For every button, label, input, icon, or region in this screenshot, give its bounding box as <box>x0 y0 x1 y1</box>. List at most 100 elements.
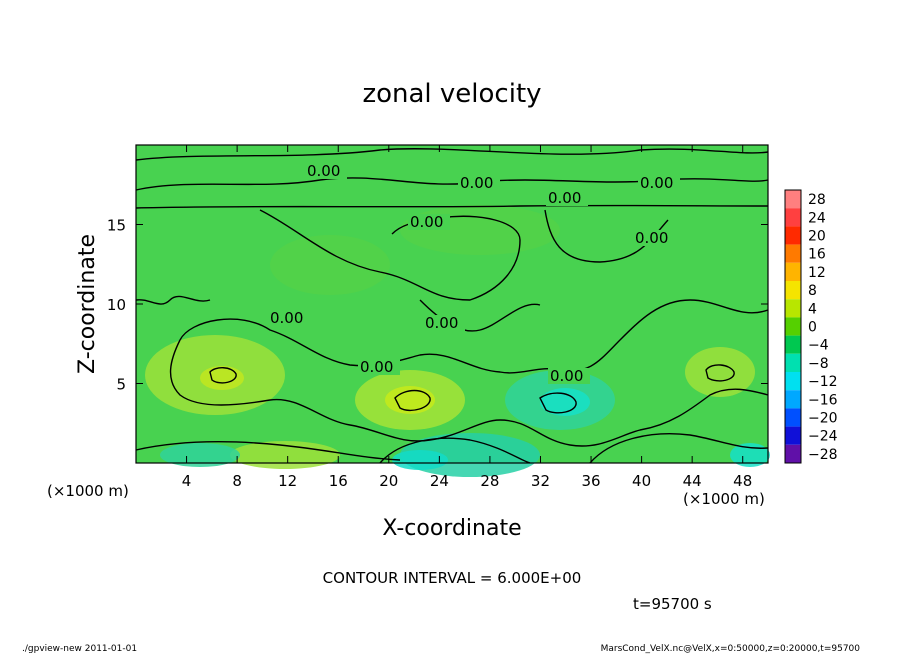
x-tick-label: 4 <box>182 472 192 490</box>
contour-line <box>135 148 769 161</box>
x-axis-label: X-coordinate <box>382 516 521 541</box>
colorbar-label: 16 <box>808 247 826 263</box>
colorbar-swatch <box>785 353 801 372</box>
colorbar: 28 24 20 16 12 8 4 0 −4 −8 −12 −16 −20 −24 −28 <box>784 189 838 464</box>
colorbar-swatch <box>785 226 801 245</box>
field-blob <box>540 388 590 416</box>
x-tick-label: 48 <box>733 472 752 490</box>
contour-label-bg <box>633 230 675 246</box>
contour-label: 0.00 <box>640 174 673 192</box>
colorbar-label: 12 <box>808 265 826 281</box>
contour-label-bg <box>268 310 310 326</box>
x-axis-ticks: 4 8 12 16 20 24 28 32 36 40 44 48 <box>182 145 752 490</box>
x-tick-label: 36 <box>581 472 600 490</box>
footer-right: MarsCond_VelX.nc@VelX,x=0:50000,z=0:2000… <box>601 644 861 654</box>
contour-label-bg <box>305 163 347 179</box>
contour-line <box>379 437 531 464</box>
colorbar-swatch <box>785 390 801 409</box>
x-unit-left: (×1000 m) <box>47 482 129 500</box>
contour-label: 0.00 <box>307 162 340 180</box>
field-blob <box>230 441 340 469</box>
x-tick-label: 20 <box>379 472 398 490</box>
contour-label-bg <box>548 368 590 384</box>
colorbar-swatch <box>785 190 801 209</box>
x-tick-label: 24 <box>430 472 449 490</box>
x-tick-label: 12 <box>278 472 297 490</box>
colorbar-label: 4 <box>808 301 817 317</box>
contour-label-bg <box>408 214 450 230</box>
colorbar-swatch <box>785 281 801 300</box>
colorbar-swatch <box>785 426 801 445</box>
colorbar-label: 28 <box>808 192 826 208</box>
contour-label: 0.00 <box>550 367 583 385</box>
colorbar-label: 20 <box>808 229 826 245</box>
y-tick-label: 5 <box>116 376 126 394</box>
contour-line <box>589 433 769 464</box>
contour-label: 0.00 <box>635 229 668 247</box>
field-blob <box>385 386 435 414</box>
colorbar-frame <box>784 189 802 464</box>
contour-label: 0.00 <box>410 213 443 231</box>
x-tick-label: 44 <box>683 472 702 490</box>
x-unit-right: (×1000 m) <box>683 490 765 508</box>
colorbar-label: 24 <box>808 210 826 226</box>
field-blob <box>270 235 390 295</box>
plot-area: 0.000.000.000.000.000.000.00 0.000.00 0.00… <box>107 144 770 490</box>
contour-line <box>169 339 769 447</box>
field-blob <box>160 443 240 467</box>
contour-label-bg <box>358 359 400 375</box>
colorbar-swatch <box>785 444 801 463</box>
colorbar-swatch <box>785 372 801 391</box>
colorbar-label: −4 <box>808 338 829 354</box>
contour-label-bg <box>546 190 588 206</box>
colorbar-swatch <box>785 335 801 354</box>
time-stamp: t=95700 s <box>633 595 712 613</box>
colorbar-label: −20 <box>808 411 838 427</box>
contour-line <box>394 389 431 412</box>
colorbar-swatch <box>785 208 801 227</box>
colorbar-swatch <box>785 317 801 336</box>
contour-line <box>209 367 237 384</box>
field-blob <box>685 347 755 397</box>
contour-label-bg <box>638 175 680 191</box>
contour-line <box>705 364 735 382</box>
colorbar-swatch <box>785 299 801 318</box>
contour-label: 0.00 <box>360 358 393 376</box>
contour-line <box>135 441 401 461</box>
x-tick-label: 8 <box>232 472 242 490</box>
colorbar-label: −12 <box>808 374 838 390</box>
x-tick-label: 28 <box>480 472 499 490</box>
contour-label: 0.00 <box>548 189 581 207</box>
x-tick-label: 16 <box>329 472 348 490</box>
contour-line <box>539 392 577 414</box>
x-tick-label: 40 <box>632 472 651 490</box>
y-tick-label: 10 <box>107 296 126 314</box>
contour-label: 0.00 <box>425 314 458 332</box>
field-blob <box>730 443 770 467</box>
colorbar-label: 8 <box>808 283 817 299</box>
contour-labels: 0.00 0.00 0.00 0.00 0.00 0.00 0.00 0.00 0.00 0.00 <box>268 162 680 385</box>
colorbar-label: 0 <box>808 320 817 336</box>
footer-left: ./gpview-new 2011-01-01 <box>22 644 137 654</box>
y-tick-label: 15 <box>107 217 126 235</box>
colorbar-swatch <box>785 244 801 263</box>
colorbar-label: −16 <box>808 392 838 408</box>
y-axis-label: Z-coordinate <box>75 234 100 374</box>
contour-label: 0.00 <box>460 174 493 192</box>
colorbar-swatch <box>785 408 801 427</box>
contour-interval-note: CONTOUR INTERVAL = 6.000E+00 <box>323 569 582 587</box>
contour-label-bg <box>458 175 500 191</box>
contour-line <box>135 204 769 209</box>
x-tick-label: 32 <box>531 472 550 490</box>
contour-line <box>179 299 769 374</box>
colorbar-label: −8 <box>808 356 829 372</box>
field-blob <box>200 366 244 390</box>
field-blob <box>392 450 448 470</box>
contour-label-bg <box>423 315 465 331</box>
chart-title: zonal velocity <box>362 79 541 109</box>
contour-line <box>135 295 211 305</box>
colorbar-swatch <box>785 262 801 281</box>
y-axis-ticks: 5 10 15 <box>107 217 768 394</box>
colorbar-label: −24 <box>808 429 838 445</box>
